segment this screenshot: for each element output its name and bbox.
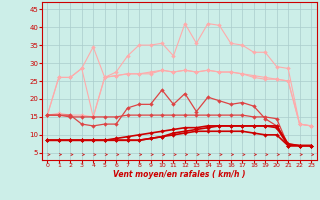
X-axis label: Vent moyen/en rafales ( km/h ): Vent moyen/en rafales ( km/h ) bbox=[113, 170, 245, 179]
